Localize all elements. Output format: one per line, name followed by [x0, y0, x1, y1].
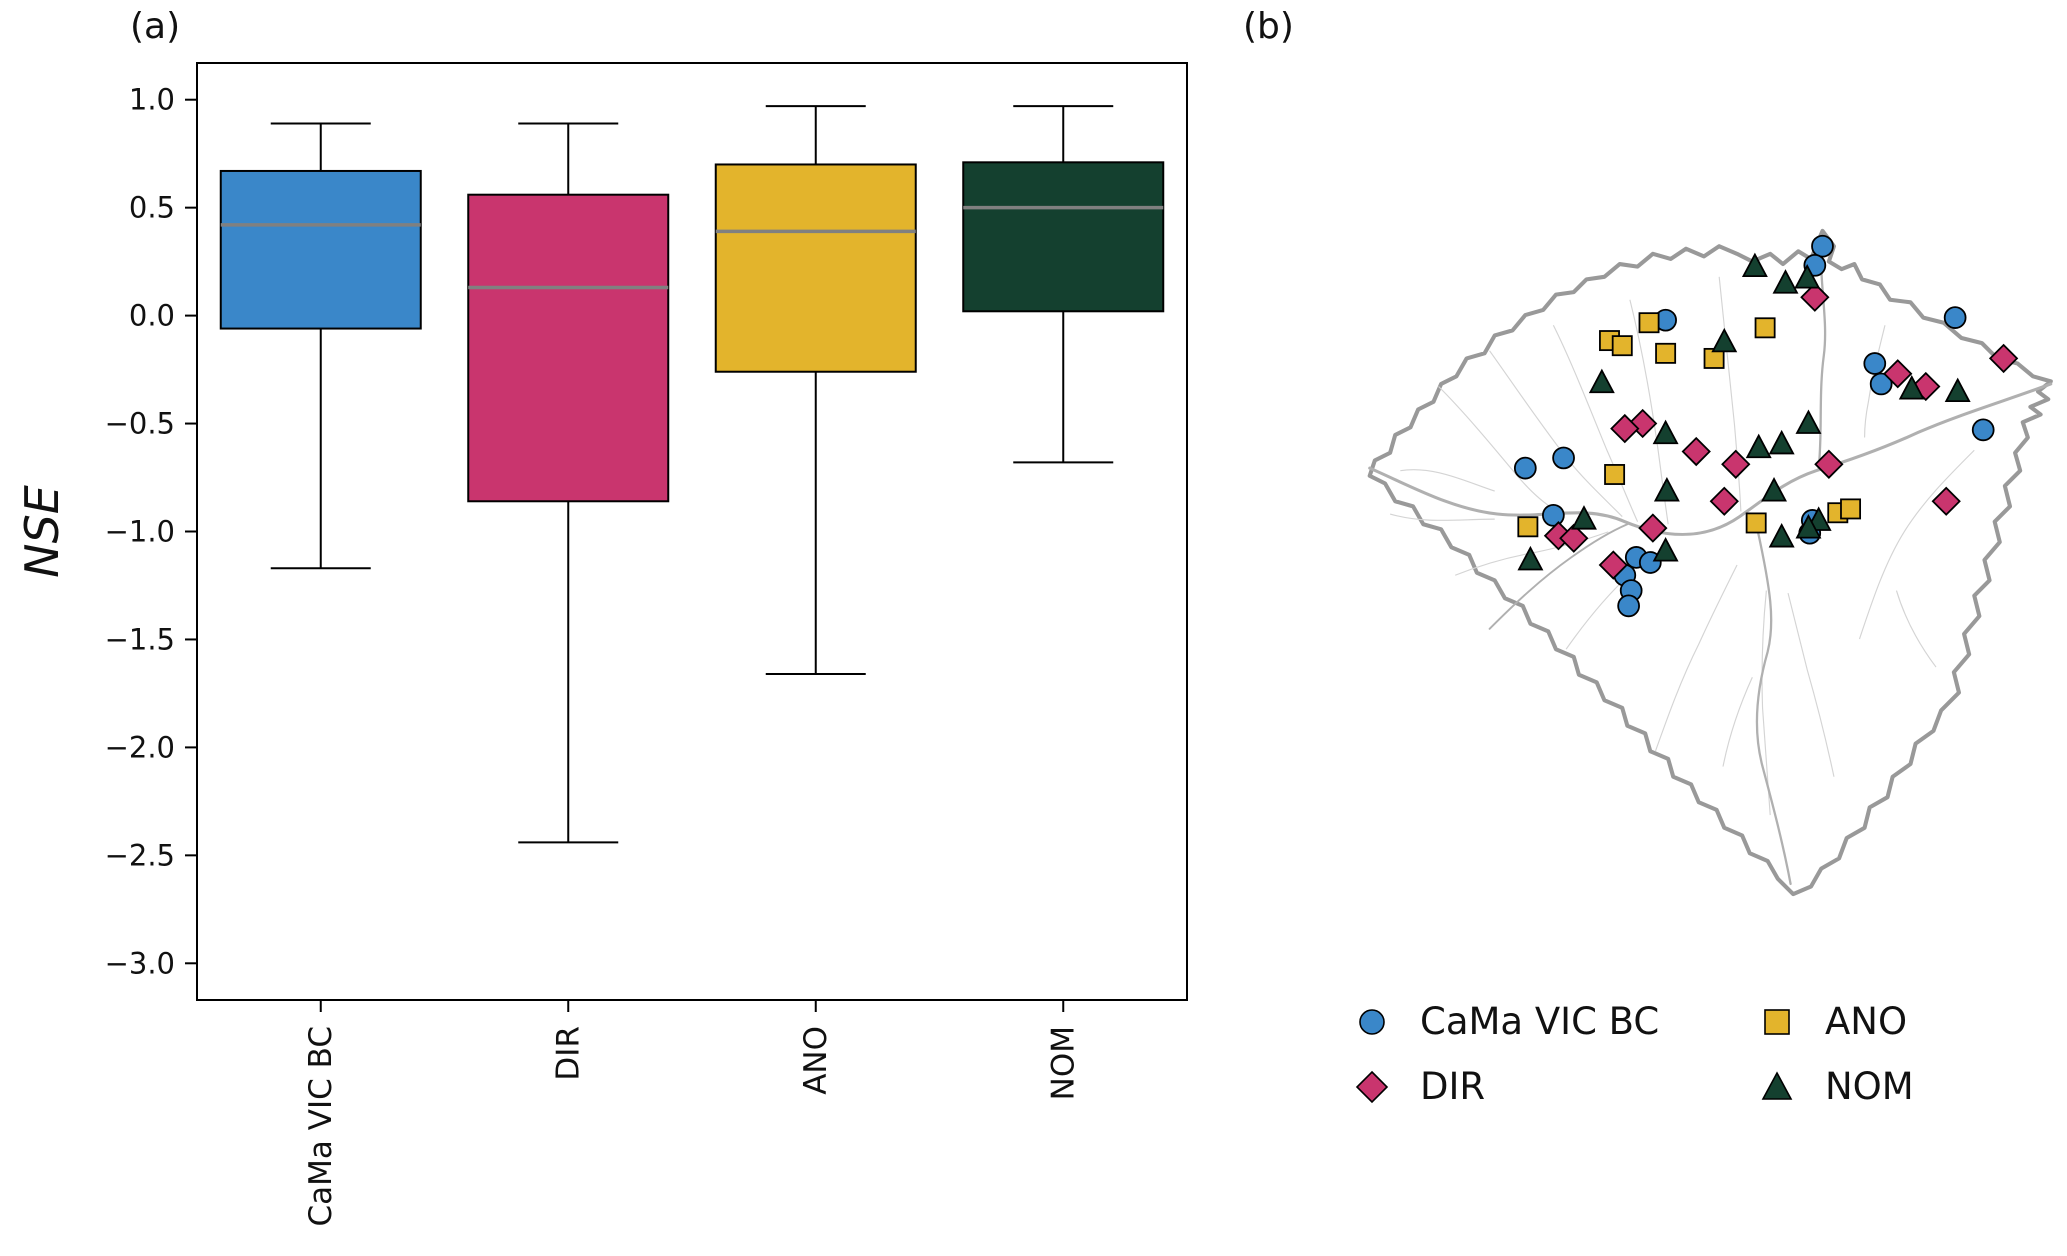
y-tick-label: 1.0	[129, 83, 175, 117]
map-marker-cama-vic-bc	[1552, 446, 1575, 470]
map-marker-ano	[1517, 516, 1539, 538]
map-marker-nom	[1794, 264, 1821, 289]
map-marker-dir	[1883, 359, 1913, 389]
map-marker-dir	[1638, 513, 1668, 543]
legend-item-dir: DIR	[1352, 1065, 1757, 1108]
x-tick-label: NOM	[1045, 1026, 1081, 1100]
box-ano	[714, 163, 917, 373]
map-marker-cama-vic-bc	[1617, 594, 1640, 618]
legend-circle-icon	[1359, 1008, 1385, 1035]
map-marker-cama-vic-bc	[1542, 503, 1565, 527]
legend-diamond-icon	[1355, 1070, 1389, 1103]
map-marker-cama-vic-bc	[1869, 372, 1893, 396]
map-marker-cama-vic-bc	[1863, 352, 1887, 375]
map-marker-nom	[1652, 536, 1679, 562]
map-marker-dir	[1931, 486, 1961, 516]
map-marker-nom	[1517, 545, 1544, 571]
map-marker-nom	[1898, 375, 1925, 400]
map-marker-nom	[1652, 419, 1679, 445]
map-marker-nom	[1768, 522, 1795, 548]
y-axis-label: NSE	[15, 485, 69, 578]
map-marker-nom	[1768, 429, 1795, 455]
map-marker-dir	[1814, 449, 1844, 479]
y-tick-label: −3.0	[105, 946, 175, 980]
map-marker-ano	[1604, 464, 1626, 485]
map-marker-ano	[1754, 317, 1776, 339]
map-marker-nom	[1588, 368, 1615, 394]
box-cama-vic-bc	[219, 169, 422, 330]
map-marker-cama-vic-bc	[1943, 306, 1967, 329]
basin-outline	[1367, 228, 2053, 897]
x-tick-label: DIR	[550, 1026, 586, 1081]
map-marker-nom	[1745, 433, 1772, 459]
gauge-markers-layer	[1513, 234, 2019, 618]
map-marker-dir	[1709, 486, 1739, 516]
map-marker-cama-vic-bc	[1971, 418, 1995, 442]
map-marker-ano	[1840, 498, 1862, 520]
x-tick-label: CaMa VIC BC	[303, 1026, 339, 1226]
map-marker-dir	[1681, 436, 1711, 467]
legend-triangle-icon	[1761, 1070, 1793, 1100]
legend-square-icon	[1764, 1008, 1790, 1035]
y-tick-label: 0.0	[129, 299, 175, 333]
nse-boxplot-chart: 1.0 0.5 0.0 −0.5 −1.0 −1.5 −2.0 −2.5 −3.0 NSE CaMa…	[15, 62, 1188, 1226]
map-marker-dir	[1800, 282, 1830, 312]
legend-label: NOM	[1825, 1065, 1914, 1108]
map-marker-dir	[1559, 523, 1589, 553]
map-marker-nom	[1772, 269, 1799, 294]
map-marker-ano	[1638, 312, 1660, 334]
map-marker-ano	[1745, 512, 1767, 534]
y-tick-label: −1.0	[105, 515, 175, 549]
y-tick-label: 0.5	[129, 191, 175, 225]
box-dir	[467, 193, 670, 503]
panel-b-label: (b)	[1243, 6, 1294, 47]
map-marker-nom	[1741, 252, 1768, 278]
map-marker-nom	[1795, 514, 1822, 539]
map-marker-nom	[1761, 477, 1787, 502]
map-marker-dir	[1610, 413, 1640, 444]
legend-label: CaMa VIC BC	[1420, 1000, 1660, 1043]
legend-item-nom: NOM	[1757, 1065, 2067, 1108]
map-marker-dir	[1988, 343, 2019, 374]
x-tick-label: ANO	[798, 1026, 834, 1095]
map-marker-nom	[1653, 477, 1680, 502]
map-marker-cama-vic-bc	[1811, 234, 1834, 258]
map-legend: CaMa VIC BC ANO DIR NOM	[1352, 1000, 2067, 1108]
legend-item-ano: ANO	[1757, 1000, 2067, 1043]
map-marker-cama-vic-bc	[1513, 456, 1537, 480]
map-marker-nom	[1571, 505, 1597, 530]
y-tick-label: −2.5	[105, 838, 175, 872]
y-tick-label: −2.0	[105, 730, 175, 764]
map-marker-nom	[1795, 409, 1822, 434]
map-marker-ano	[1611, 335, 1633, 357]
y-tick-label: −0.5	[105, 407, 175, 441]
map-marker-nom	[1711, 327, 1738, 353]
map-marker-dir	[1721, 449, 1751, 479]
legend-label: ANO	[1825, 1000, 1908, 1043]
map-marker-nom	[1944, 377, 1971, 403]
map-marker-dir	[1598, 550, 1628, 580]
map-marker-ano	[1655, 342, 1677, 364]
legend-item-cama-vic-bc: CaMa VIC BC	[1352, 1000, 1757, 1043]
legend-label: DIR	[1420, 1065, 1486, 1108]
panel-a-label: (a)	[130, 6, 181, 47]
amazon-basin-map	[1367, 228, 2053, 897]
box-nom	[962, 161, 1165, 313]
y-tick-label: −1.5	[105, 622, 175, 656]
